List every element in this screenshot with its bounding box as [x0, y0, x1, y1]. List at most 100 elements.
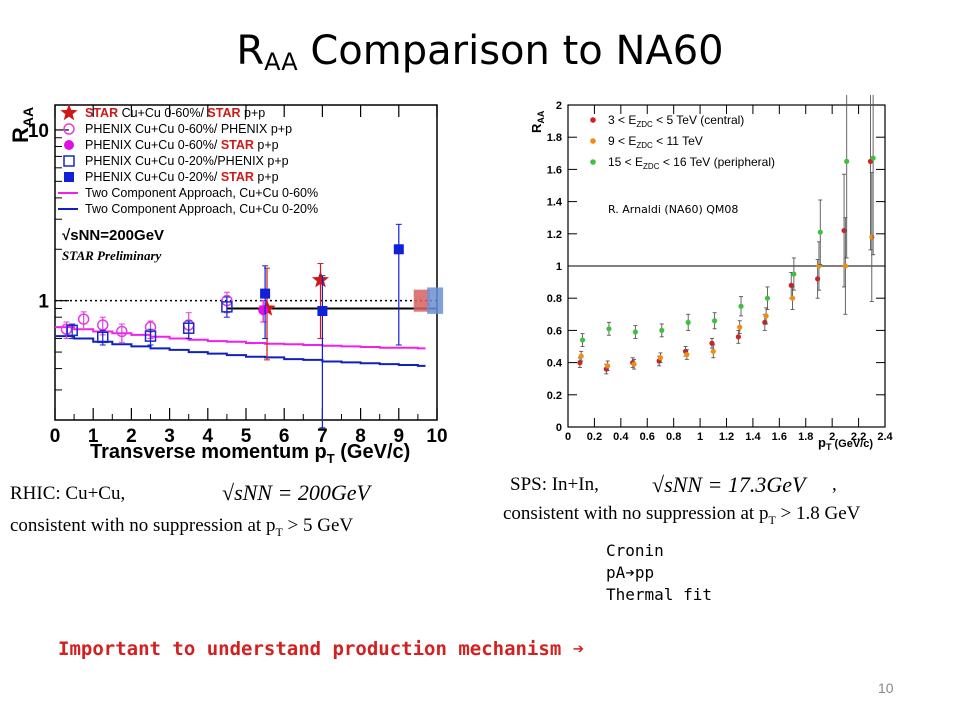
x-tick-label: 4: [203, 426, 214, 447]
model-curve: [55, 335, 426, 367]
x-tick-label: 10: [426, 426, 447, 447]
data-point: [144, 330, 157, 342]
x-tick-label: 3: [164, 426, 175, 447]
data-point: [97, 331, 109, 344]
legend-text-part: p+p: [254, 138, 279, 152]
x-tick-label: 0.8: [666, 431, 681, 443]
y-tick-label: 0.8: [547, 293, 562, 305]
data-point: [659, 327, 665, 333]
legend-text-part: STAR: [207, 106, 240, 120]
x-axis-label: pT (GeV/c): [818, 435, 873, 452]
sps-caption-comma: ,: [832, 474, 837, 495]
x-axis-label: Transverse momentum pT (GeV/c): [90, 441, 410, 465]
y-axis-label-sub: AA: [20, 107, 36, 127]
energy-label: √sNN=200GeV: [62, 227, 164, 244]
y-axis-label-main: R: [529, 123, 544, 133]
y-axis-label-main: R: [8, 127, 33, 143]
legend-text-sub: ZDC: [636, 141, 653, 150]
series-group: [66, 296, 233, 346]
data-point: [606, 326, 612, 332]
legend-entry: PHENIX Cu+Cu 0-60%/ PHENIX p+p: [85, 122, 292, 136]
y-tick-label: 1.8: [547, 132, 562, 144]
y-tick-label: 1.6: [547, 164, 562, 176]
x-axis-label-unit: (GeV/c): [831, 438, 873, 450]
legend-entry: 9 < EZDC < 11 TeV: [608, 134, 703, 150]
data-point: [657, 355, 664, 361]
rhic-energy-formula: √sNN = 200GeV: [222, 480, 370, 505]
legend-marker: [590, 138, 596, 144]
data-point: [710, 348, 716, 354]
legend-text-main: 9 < E: [608, 134, 636, 148]
na60-raa-chart: 0 0.2 0.4 0.6 0.8 1 1.2 1.4 1.6 1.8 2 2.2 2.4 0 0.2 0.4…: [529, 95, 894, 452]
legend-text-part: p+p: [254, 170, 279, 184]
legend-text-part: Two Component Approach, Cu+Cu 0-20%: [85, 202, 318, 216]
data-point: [578, 353, 584, 359]
y-axis-label-sub: AA: [536, 110, 546, 123]
legend-text-part: PHENIX Cu+Cu 0-20%/PHENIX p+p: [85, 154, 289, 168]
legend-text-main: 15 < E: [608, 155, 643, 169]
sps-energy-formula: √sNN = 17.3GeV: [652, 472, 806, 497]
normalization-box: [427, 287, 444, 314]
legend-text-part: STAR: [85, 106, 118, 120]
data-point: [631, 361, 637, 367]
legend-marker: [63, 155, 75, 167]
legend-entry: Two Component Approach, Cu+Cu 0-20%: [85, 202, 318, 216]
data-point: [393, 244, 404, 255]
x-tick-label: 0.6: [640, 431, 655, 443]
data-point: [260, 288, 271, 299]
legend-marker: [64, 140, 74, 150]
data-point: [735, 334, 741, 340]
y-tick-label: 0: [556, 422, 562, 434]
x-tick-label: 1: [697, 431, 703, 443]
data-point: [737, 324, 743, 330]
data-point: [738, 303, 744, 309]
y-tick-label: 10: [28, 121, 49, 142]
series-group: [579, 95, 876, 347]
legend-text-sub: ZDC: [643, 162, 660, 171]
data-point: [712, 318, 718, 324]
legend-entry: 15 < EZDC < 16 TeV (peripheral): [608, 155, 775, 171]
legend-text-main: 3 < E: [608, 113, 636, 127]
data-point: [789, 295, 796, 301]
note-item: pA➔pp: [606, 563, 655, 582]
x-tick-label: 2: [126, 426, 137, 447]
sps-caption-line2: consistent with no suppression at pT > 1…: [503, 503, 861, 527]
data-point: [870, 155, 876, 161]
data-point: [815, 276, 821, 282]
x-tick-label: 1.4: [745, 431, 761, 443]
y-tick-label: 0.2: [547, 390, 562, 402]
legend-entry: PHENIX Cu+Cu 0-20%/ STAR p+p: [85, 170, 279, 184]
y-tick-label: 2: [556, 100, 562, 112]
legend-entry: PHENIX Cu+Cu 0-20%/PHENIX p+p: [85, 154, 289, 168]
data-point: [579, 337, 586, 343]
legend-marker: [590, 117, 596, 123]
sps-caption-line1: SPS: In+In,: [510, 474, 599, 495]
data-point: [116, 325, 128, 338]
data-point: [842, 263, 848, 269]
data-point: [869, 234, 875, 240]
x-tick-label: 0: [50, 426, 61, 447]
data-point: [182, 322, 195, 334]
data-point: [685, 319, 691, 325]
legend-text-part: p+p: [241, 106, 266, 120]
data-point: [258, 305, 269, 316]
x-tick-label: 0.4: [613, 431, 629, 443]
legend-entry: PHENIX Cu+Cu 0-60%/ STAR p+p: [85, 138, 279, 152]
legend-marker: [64, 172, 74, 182]
x-tick-label: 1.6: [772, 431, 787, 443]
x-tick-label: 2.2: [851, 431, 866, 443]
legend-entry: 3 < EZDC < 5 TeV (central): [608, 113, 744, 129]
legend-entry: Two Component Approach, Cu+Cu 0-60%: [85, 186, 318, 200]
x-tick-label: 2.4: [877, 431, 893, 443]
data-point: [311, 271, 329, 288]
note-item: Cronin: [606, 541, 664, 560]
legend-text-sub: ZDC: [636, 120, 653, 129]
y-tick-label: 0.6: [547, 325, 562, 337]
data-point: [77, 313, 90, 325]
normalization-box: [413, 289, 430, 312]
x-tick-label: 2: [829, 431, 835, 443]
legend-entry: STAR Cu+Cu 0-60%/ STAR p+p: [85, 106, 265, 120]
legend-text-part: PHENIX Cu+Cu 0-60%/ PHENIX p+p: [85, 122, 292, 136]
data-point: [791, 271, 797, 277]
y-axis-label: RAA: [8, 107, 36, 143]
